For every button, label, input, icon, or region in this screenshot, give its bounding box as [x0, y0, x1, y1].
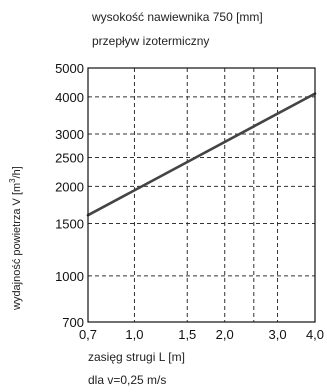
x-tick-label: 2,0 [216, 327, 234, 342]
y-tick-label: 3000 [55, 127, 84, 142]
grid [88, 68, 315, 322]
annotation-flow: przepływ izotermiczny [92, 34, 209, 48]
plot-frame [87, 67, 316, 323]
x-tick-label: 1,0 [125, 327, 143, 342]
y-tick-label: 4000 [55, 90, 84, 105]
y-tick-label: 5000 [55, 61, 84, 76]
x-axis-label: zasięg strugi L [m] [88, 350, 185, 364]
x-tick-label: 4,0 [306, 327, 324, 342]
y-tick-label: 1500 [55, 217, 84, 232]
x-tick-label: 1,5 [178, 327, 196, 342]
series-line [86, 92, 317, 217]
x-tick-label: 0,7 [79, 327, 97, 342]
y-axis-ticks: 700 1000 1500 2000 2500 3000 4000 5000 [55, 61, 84, 330]
y-axis-label: wydajność powietrza V [m3/h] [8, 166, 23, 311]
series-lines [86, 92, 317, 217]
y-tick-label: 1000 [55, 269, 84, 284]
y-tick-label: 2500 [55, 151, 84, 166]
x-tick-label: 3,0 [268, 327, 286, 342]
x-axis-ticks: 0,7 1,0 1,5 2,0 3,0 4,0 [79, 327, 324, 342]
y-tick-label: 700 [62, 315, 84, 330]
y-tick-label: 2000 [55, 179, 84, 194]
annotation-velocity: dla v=0,25 m/s [88, 373, 166, 387]
annotation-height: wysokość nawiewnika 750 [mm] [91, 10, 263, 24]
